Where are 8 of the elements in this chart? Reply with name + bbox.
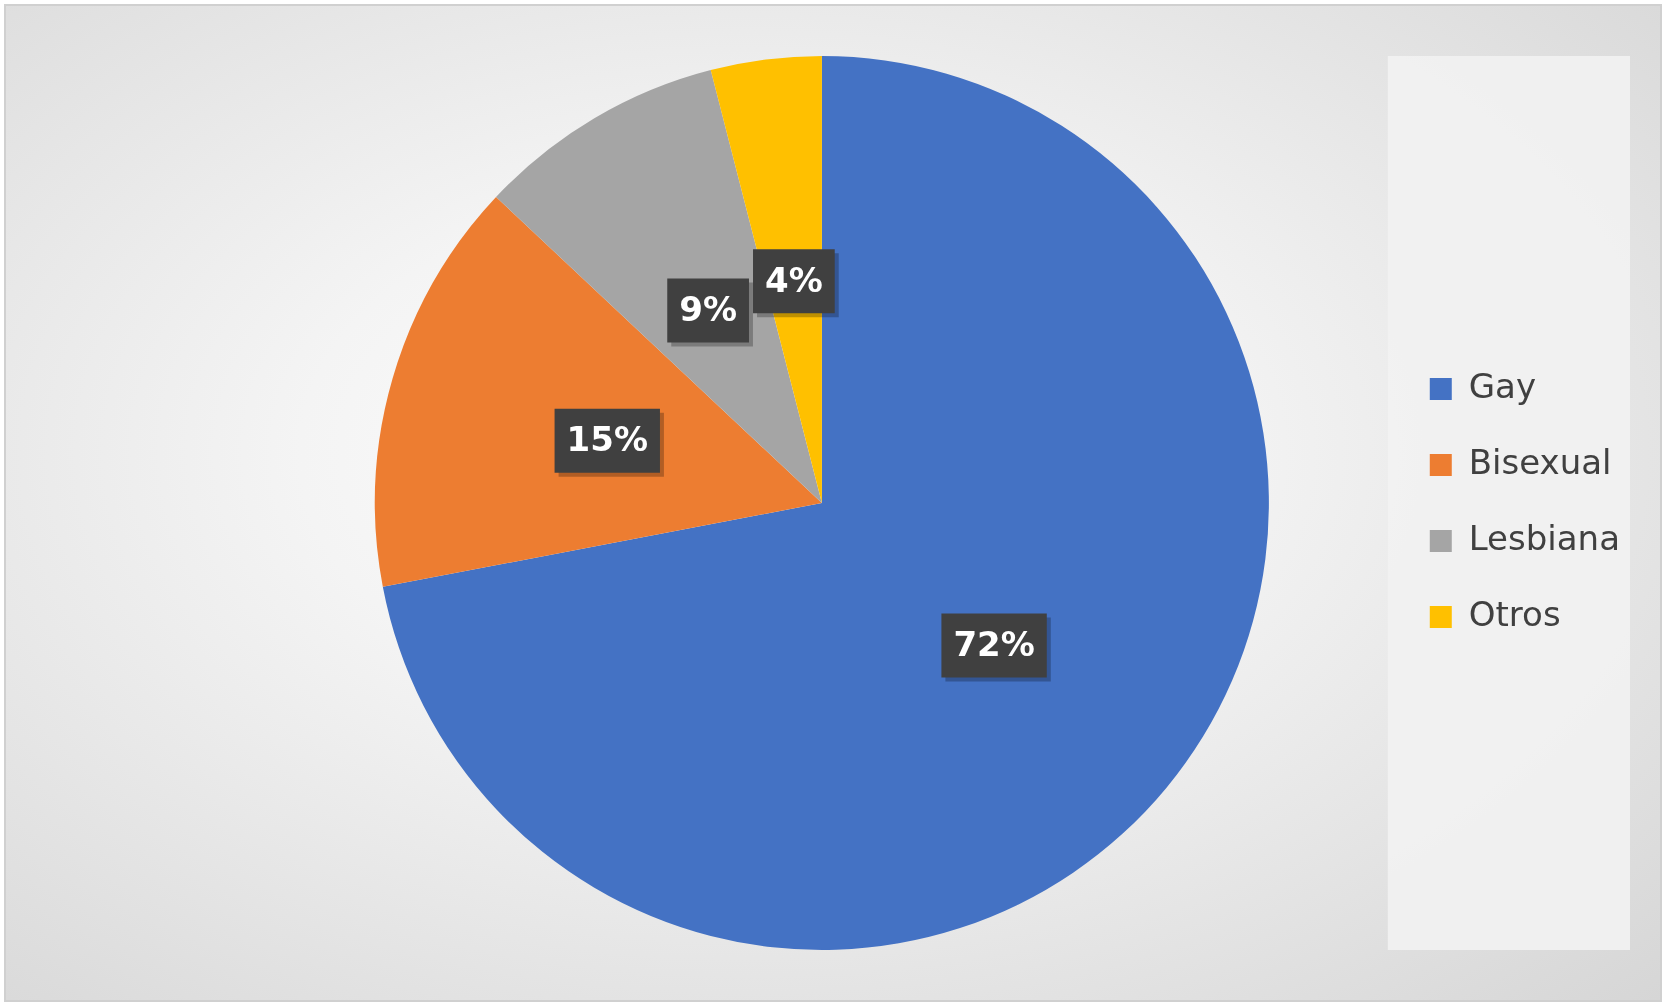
- legend-label: Otros: [1468, 593, 1561, 634]
- legend-label: Bisexual: [1468, 441, 1612, 482]
- legend-label: Gay: [1468, 365, 1537, 406]
- legend-label: Lesbiana: [1468, 517, 1621, 558]
- data-label: 15%: [566, 419, 648, 460]
- data-label: 4%: [765, 260, 823, 301]
- data-label: 72%: [953, 624, 1035, 665]
- data-label: 9%: [679, 289, 737, 330]
